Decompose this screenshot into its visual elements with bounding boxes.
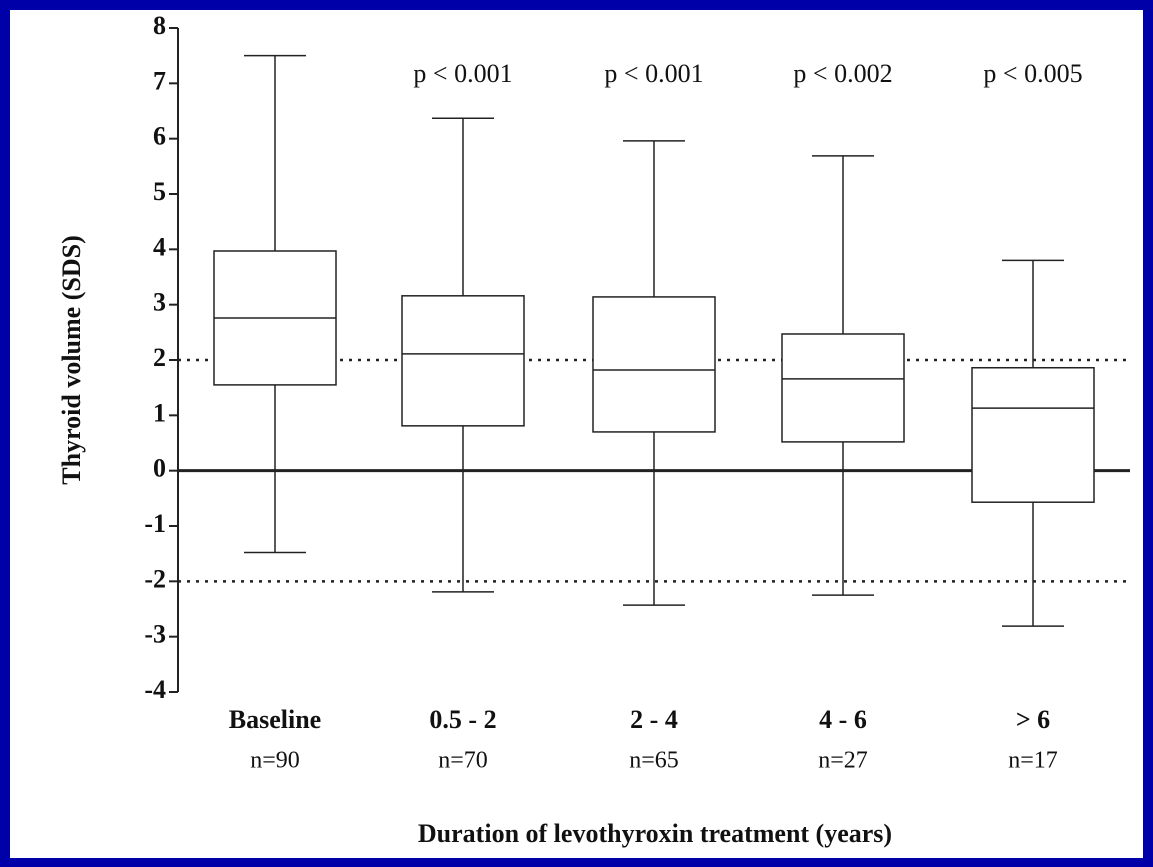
n-label: n=27 <box>818 748 868 774</box>
x-tick-label: > 6 <box>1016 705 1050 734</box>
y-tick-label: 5 <box>153 177 166 206</box>
n-label: n=90 <box>250 748 300 774</box>
y-tick-label: 1 <box>153 398 166 427</box>
y-tick-label: 0 <box>153 454 166 483</box>
x-tick-label: 4 - 6 <box>819 705 867 734</box>
n-label: n=17 <box>1008 748 1058 774</box>
y-tick-label: -1 <box>144 509 166 538</box>
x-axis-title: Duration of levothyroxin treatment (year… <box>418 819 892 848</box>
box <box>781 333 905 443</box>
n-label: n=65 <box>629 748 679 774</box>
x-tick-label: 2 - 4 <box>630 705 678 734</box>
y-tick-label: 8 <box>153 11 166 40</box>
y-tick-label: 3 <box>153 288 166 317</box>
y-tick-label: -2 <box>144 564 166 593</box>
p-value: p < 0.005 <box>983 59 1082 88</box>
y-tick-label: -3 <box>144 620 166 649</box>
y-tick-label: 4 <box>153 232 166 261</box>
box <box>971 366 1095 503</box>
box <box>401 295 525 427</box>
y-tick-label: -4 <box>144 675 166 704</box>
y-axis-title: Thyroid volume (SDS) <box>57 235 86 484</box>
plot-background <box>10 10 1143 858</box>
y-tick-label: 6 <box>153 122 166 151</box>
y-tick-label: 7 <box>153 66 166 95</box>
p-value: p < 0.002 <box>793 59 892 88</box>
x-tick-label: Baseline <box>229 705 321 734</box>
y-tick-label: 2 <box>153 343 166 372</box>
box <box>592 296 716 433</box>
n-label: n=70 <box>438 748 488 774</box>
x-tick-label: 0.5 - 2 <box>429 705 496 734</box>
p-value: p < 0.001 <box>604 59 703 88</box>
p-value: p < 0.001 <box>413 59 512 88</box>
